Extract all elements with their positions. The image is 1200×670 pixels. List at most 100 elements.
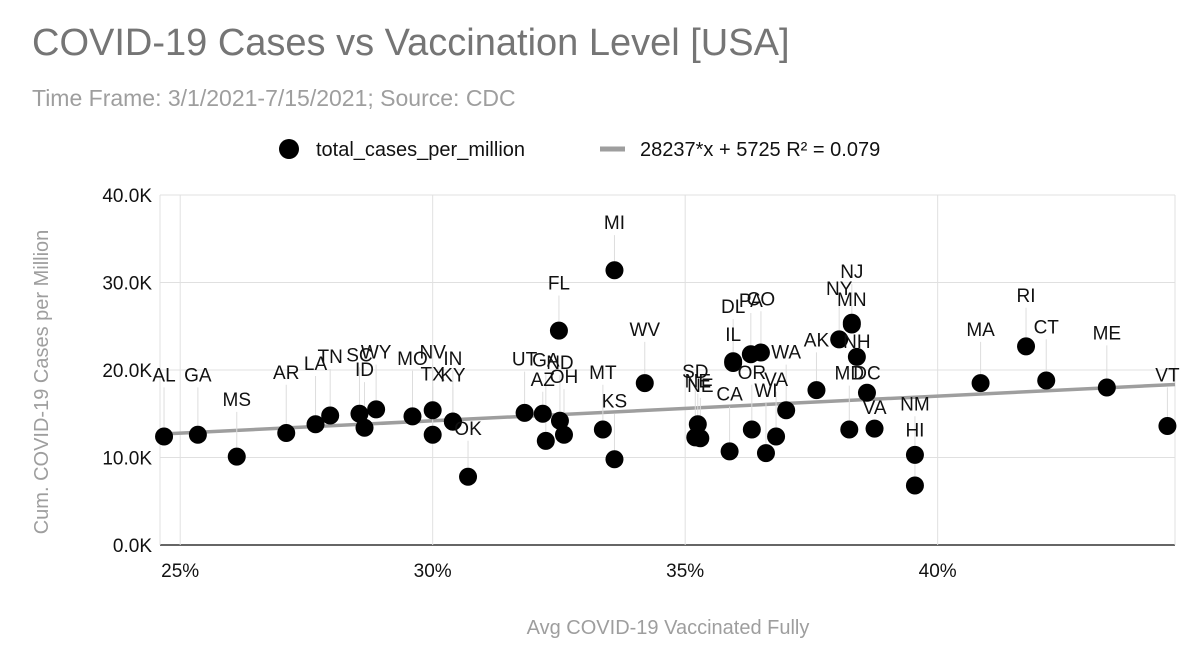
data-point: [857, 383, 876, 402]
data-point: [423, 401, 442, 420]
data-label: PA: [739, 291, 763, 312]
data-label: TX: [421, 365, 446, 386]
data-label: WY: [361, 343, 392, 364]
data-label: WV: [629, 320, 660, 341]
data-point: [536, 431, 555, 450]
data-point: [751, 343, 770, 362]
x-tick-label: 25%: [161, 561, 199, 582]
data-label: FL: [548, 274, 570, 295]
data-label: NH: [843, 332, 870, 353]
data-label: AZ: [531, 370, 556, 391]
data-point: [605, 261, 624, 280]
data-label: MD: [835, 364, 865, 385]
y-tick-label: 20.0K: [102, 361, 152, 382]
data-point: [905, 445, 924, 464]
x-tick-label: 35%: [666, 561, 704, 582]
data-label: UT: [512, 350, 538, 371]
trendline: [159, 382, 1176, 436]
data-label: VT: [1155, 365, 1180, 386]
data-label: VA: [863, 398, 887, 419]
data-label: GA: [532, 351, 560, 372]
data-label: DC: [853, 364, 880, 385]
data-label: MS: [223, 390, 252, 411]
data-label: VA: [764, 370, 788, 391]
data-point: [691, 429, 710, 448]
legend-label-points: total_cases_per_million: [316, 139, 525, 161]
data-point: [155, 427, 174, 446]
data-label: IL: [725, 325, 741, 346]
data-point: [840, 420, 859, 439]
data-point: [830, 330, 849, 349]
data-point: [550, 411, 569, 430]
data-point: [777, 401, 796, 420]
data-label: DL: [721, 297, 745, 318]
data-label: HI: [905, 421, 924, 442]
data-label: WA: [771, 343, 801, 364]
data-label: LA: [304, 354, 328, 375]
data-point: [321, 406, 340, 425]
data-label: SD: [682, 362, 708, 383]
y-tick-label: 0.0K: [113, 536, 152, 557]
data-label: MI: [604, 213, 625, 234]
data-point: [350, 404, 369, 423]
data-label: ME: [1093, 323, 1122, 344]
data-label: CA: [716, 385, 743, 406]
chart-title: COVID-19 Cases vs Vaccination Level [USA…: [32, 22, 790, 64]
data-label: NE: [687, 376, 713, 397]
trendline-line: [159, 382, 1176, 436]
data-label: GA: [184, 365, 212, 386]
data-label: NM: [900, 394, 930, 415]
legend: total_cases_per_million 28237*x + 5725 R…: [279, 139, 880, 161]
data-point: [459, 467, 478, 486]
data-label: KS: [602, 392, 627, 413]
data-label: SC: [346, 345, 372, 366]
y-tick-label: 40.0K: [102, 186, 152, 207]
data-label: TN: [318, 347, 343, 368]
data-point: [971, 374, 990, 393]
data-point: [188, 425, 207, 444]
x-axis-label: Avg COVID-19 Vaccinated Fully: [527, 617, 810, 639]
data-point: [635, 374, 654, 393]
data-point: [807, 381, 826, 400]
data-label: CT: [1034, 317, 1060, 338]
data-label: ID: [355, 360, 374, 381]
data-point: [1097, 378, 1116, 397]
data-label: MO: [397, 349, 428, 370]
data-label: NJ: [840, 262, 863, 283]
axis-ticks: 0.0K 10.0K 20.0K 30.0K 40.0K 25% 30% 35% 40%: [102, 186, 956, 582]
data-point: [367, 400, 386, 419]
data-label: MT: [589, 363, 617, 384]
data-point: [533, 404, 552, 423]
data-point: [720, 442, 739, 461]
data-point: [865, 419, 884, 438]
x-tick-label: 40%: [919, 561, 957, 582]
data-point: [1017, 337, 1036, 356]
data-point: [593, 420, 612, 439]
data-label: OR: [738, 363, 767, 384]
data-point: [277, 424, 296, 442]
data-point: [724, 352, 743, 371]
data-point: [742, 420, 761, 439]
gridlines: [159, 194, 1176, 546]
data-label: OH: [550, 367, 579, 388]
data-label: ND: [546, 353, 573, 374]
data-point: [515, 403, 534, 422]
data-point: [688, 415, 707, 434]
chart-subtitle: Time Frame: 3/1/2021-7/15/2021; Source: …: [32, 85, 516, 111]
data-points: [155, 261, 1177, 495]
data-label: AK: [804, 330, 830, 351]
data-label: NY: [826, 279, 853, 300]
legend-marker-points: [279, 139, 299, 159]
data-label: KY: [440, 365, 466, 386]
y-tick-label: 10.0K: [102, 449, 152, 470]
x-tick-label: 30%: [414, 561, 452, 582]
data-label: IN: [443, 349, 462, 370]
data-label: NV: [419, 343, 446, 364]
data-label: MN: [837, 290, 867, 311]
data-point: [905, 476, 924, 495]
data-point: [842, 313, 861, 332]
data-label: CO: [747, 289, 776, 310]
data-label: NE: [685, 372, 711, 393]
